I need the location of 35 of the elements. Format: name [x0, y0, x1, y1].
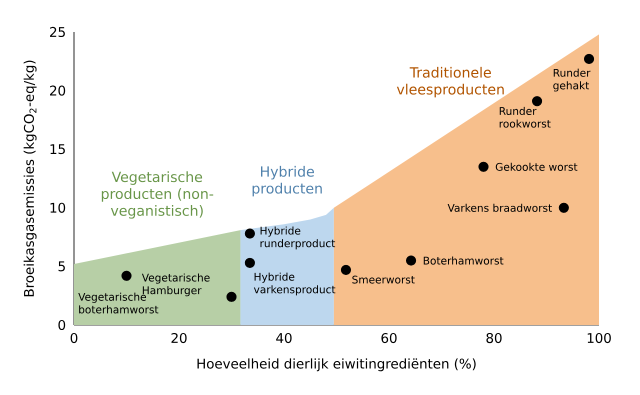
y-tick-label: 10 — [50, 202, 66, 213]
annotation: Varkens braadworst — [448, 204, 552, 212]
y-tick-label: 0 — [58, 320, 66, 330]
point — [406, 255, 416, 266]
point — [121, 270, 132, 281]
point — [558, 202, 569, 213]
annotation: Hybride runderproduct — [260, 226, 336, 250]
x-tick-label: 0 — [70, 332, 78, 344]
x-tick-label: 60 — [381, 332, 397, 344]
annotation: Boterhamworst — [424, 256, 504, 265]
point — [532, 96, 542, 106]
point — [478, 162, 489, 172]
y-tick-label: 20 — [50, 86, 66, 96]
annotation: Gekookte worst — [496, 162, 578, 171]
annotation: Runder rookworst — [500, 106, 551, 128]
x-tick-label: 40 — [276, 332, 292, 344]
y-tick-label: 15 — [50, 144, 65, 154]
y-axis-title: Broeikasgasemissies (kgCO$_{2}$-eq/kg) — [24, 60, 37, 296]
x-axis-title: Hoeveelheid dierlijk eiwitingrediënten (%) — [198, 358, 476, 372]
point — [244, 228, 255, 239]
series-label: Hybride producten — [252, 166, 322, 196]
point — [340, 264, 352, 275]
series-label: Vegetarische producten (non-veganistisch) — [102, 171, 214, 219]
annotation: Runder gehakt — [553, 68, 590, 92]
series-label: Traditionele vleesproducten — [396, 66, 504, 98]
x-tick-label: 80 — [486, 332, 502, 344]
x-tick-label: 20 — [171, 332, 187, 344]
annotation: Smeerworst — [352, 276, 415, 284]
x-tick-label: 100 — [588, 332, 611, 344]
point — [584, 54, 594, 64]
annotation: Hybride varkensproduct — [254, 272, 336, 296]
y-tick-label: 25 — [50, 26, 65, 38]
point — [226, 292, 237, 302]
point — [244, 258, 255, 268]
y-tick-label: 5 — [58, 261, 65, 272]
